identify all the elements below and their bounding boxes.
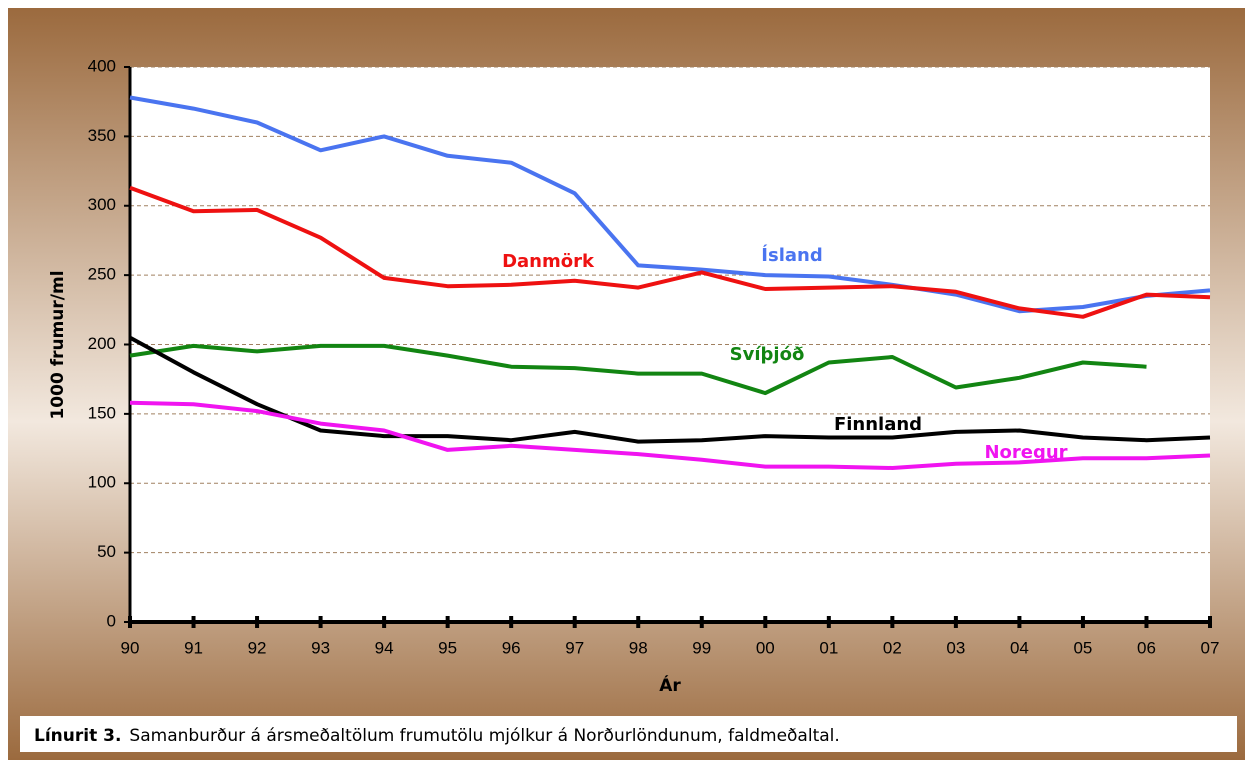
x-tick-label: 96 <box>502 638 521 657</box>
x-tick-label: 02 <box>883 638 902 657</box>
x-tick-label: 97 <box>565 638 584 657</box>
y-tick-label: 250 <box>88 265 116 284</box>
x-tick-label: 98 <box>629 638 648 657</box>
caption: Línurit 3. Samanburður á ársmeðaltölum fr… <box>34 726 840 746</box>
series-label: Finnland <box>834 414 922 435</box>
x-tick-label: 94 <box>375 638 394 657</box>
x-tick-label: 06 <box>1137 638 1156 657</box>
x-tick-label: 03 <box>946 638 965 657</box>
y-tick-label: 50 <box>97 542 116 561</box>
caption-label: Línurit 3. <box>34 726 121 746</box>
y-tick-label: 300 <box>88 195 116 214</box>
y-tick-label: 100 <box>88 473 116 492</box>
y-tick-label: 400 <box>88 56 116 75</box>
series-label: Danmörk <box>502 251 595 272</box>
y-tick-label: 200 <box>88 334 116 353</box>
caption-text: Samanburður á ársmeðaltölum frumutölu mj… <box>129 726 839 746</box>
series-line <box>129 335 1211 444</box>
series-line <box>129 400 1211 470</box>
series-line <box>129 185 1211 319</box>
x-tick-label: 00 <box>756 638 775 657</box>
x-tick-label: 90 <box>121 638 140 657</box>
x-tick-label: 93 <box>311 638 330 657</box>
series-line <box>129 343 1147 396</box>
x-tick-label: 01 <box>819 638 838 657</box>
y-axis-label: 1000 frumur/ml <box>48 270 68 419</box>
series-label: Ísland <box>761 244 822 266</box>
x-tick-label: 95 <box>438 638 457 657</box>
caption-box <box>20 716 1237 752</box>
y-tick-label: 0 <box>107 611 116 630</box>
y-tick-label: 350 <box>88 126 116 145</box>
y-tick-label: 150 <box>88 403 116 422</box>
x-tick-label: 99 <box>692 638 711 657</box>
x-tick-label: 92 <box>248 638 267 657</box>
x-tick-label: 05 <box>1073 638 1092 657</box>
x-axis-label: Ár <box>659 674 681 696</box>
series-label: Noregur <box>984 442 1067 463</box>
series-label: Svíþjóð <box>730 344 805 365</box>
x-tick-label: 07 <box>1201 638 1220 657</box>
x-tick-label: 91 <box>184 638 203 657</box>
x-tick-label: 04 <box>1010 638 1029 657</box>
